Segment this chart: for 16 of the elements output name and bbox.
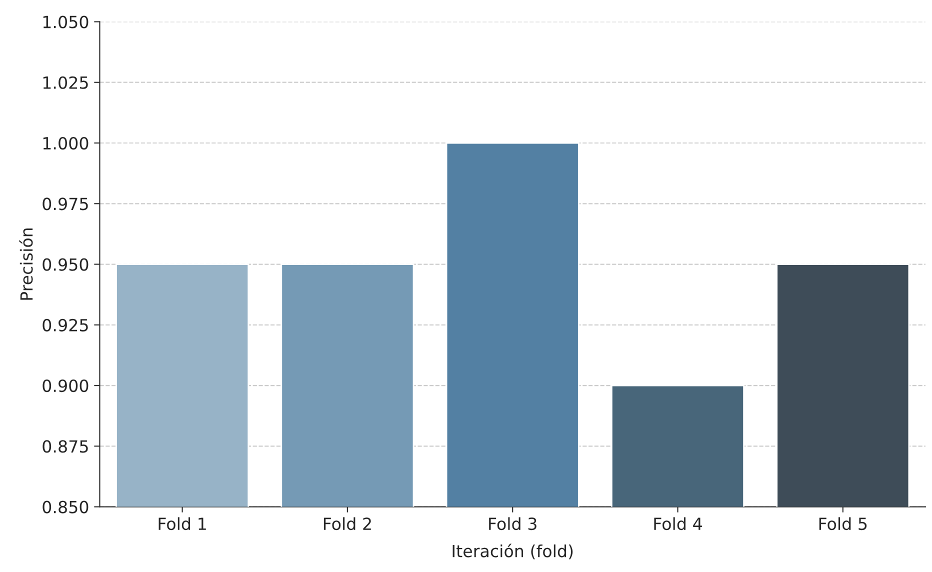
x-axis-title: Iteración (fold) xyxy=(452,544,573,560)
x-tick-label: Fold 3 xyxy=(489,517,536,530)
x-tick-label: Fold 2 xyxy=(324,517,371,530)
y-axis-title: Precisión xyxy=(19,228,33,300)
x-tick-label: Fold 5 xyxy=(819,517,867,530)
y-tick-label: 0.950 xyxy=(42,258,88,271)
y-tick-label: 0.875 xyxy=(42,440,88,453)
y-tick-label: 0.850 xyxy=(42,500,88,514)
y-tick-label: 1.050 xyxy=(43,16,88,28)
x-tick-label: Fold 4 xyxy=(654,517,702,530)
y-tick-label: 1.000 xyxy=(43,136,88,150)
x-tick-label: Fold 1 xyxy=(158,517,206,530)
y-tick-label: 0.925 xyxy=(42,318,88,332)
y-tick-label: 0.900 xyxy=(42,379,88,392)
y-tick-label: 0.975 xyxy=(42,198,88,210)
y-tick-label: 1.025 xyxy=(43,76,88,89)
